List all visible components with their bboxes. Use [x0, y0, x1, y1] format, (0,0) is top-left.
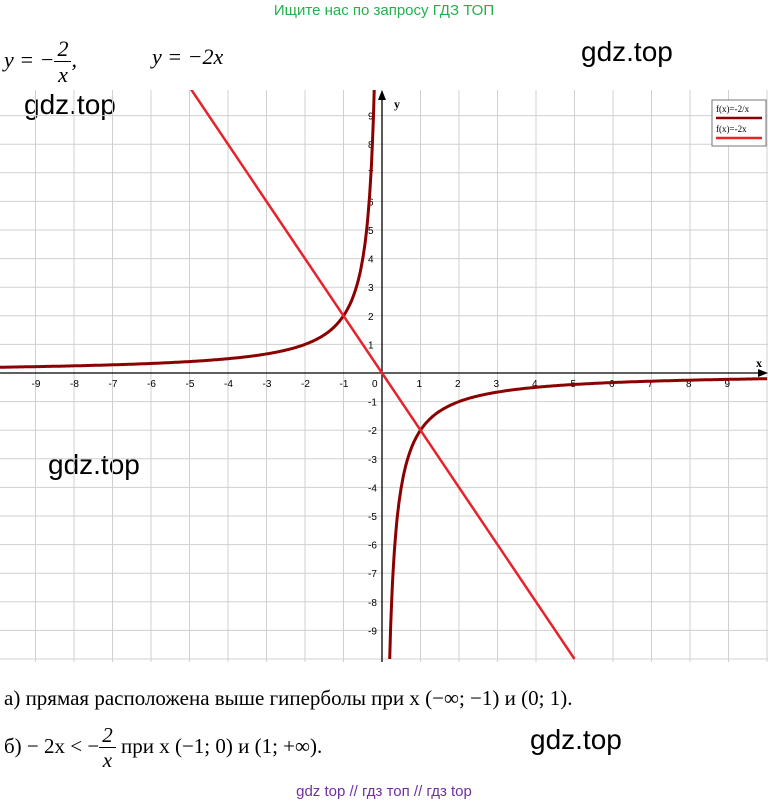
answer-a: а) прямая расположена выше гиперболы при…: [4, 686, 573, 710]
x-tick-label: -2: [301, 379, 310, 390]
y-axis-arrow: [378, 90, 386, 100]
equation-hyperbola-lhs: y = −: [4, 47, 55, 73]
y-axis-label: y: [394, 97, 400, 111]
footer-links[interactable]: gdz top // гдз топ // гдз top: [296, 783, 472, 800]
y-tick-label: 9: [368, 112, 374, 123]
hyperbola-right-branch: [388, 377, 767, 660]
equation-hyperbola-comma: ,: [71, 47, 77, 73]
y-tick-label: 5: [368, 226, 374, 237]
watermark: gdz.top: [581, 36, 673, 67]
x-tick-label: -7: [109, 379, 118, 390]
y-tick-label: 4: [368, 255, 374, 266]
y-tick-label: 2: [368, 312, 374, 323]
y-tick-label: -6: [368, 541, 377, 552]
fraction-numerator: 2: [54, 38, 72, 62]
function-graph: x y 0 -9 -8 -7 -6 -5 -4 -3 -2 -1 1 2 3 4 5 6 7 8 99876543…: [0, 90, 768, 662]
x-tick-label: 8: [686, 379, 692, 390]
curves: [0, 90, 767, 660]
top-banner[interactable]: Ищите нас по запросу ГДЗ ТОП: [273, 2, 495, 19]
tick-labels: -9 -8 -7 -6 -5 -4 -3 -2 -1 1 2 3 4 5 6 7 8 9987654321-1-2…: [32, 112, 731, 638]
watermark: gdz.top: [530, 724, 622, 755]
x-tick-label: 1: [417, 379, 423, 390]
grid-lines: [0, 90, 768, 662]
fraction-numerator: 2: [99, 725, 116, 748]
origin-label: 0: [372, 379, 378, 390]
fraction-denominator: x: [102, 748, 113, 772]
x-tick-label: -3: [263, 379, 272, 390]
y-tick-label: 1: [368, 340, 374, 351]
x-tick-label: -8: [70, 379, 79, 390]
legend-item-hyperbola: f(x)=-2/x: [716, 104, 750, 114]
x-tick-label: -4: [224, 379, 233, 390]
hyperbola-left-branch: [0, 90, 376, 369]
x-axis-arrow: [758, 369, 768, 377]
fraction-denominator: x: [58, 62, 68, 87]
x-tick-label: 3: [494, 379, 500, 390]
y-tick-label: -5: [368, 512, 377, 523]
answer-b-prefix: б) − 2x < −: [4, 733, 100, 758]
x-tick-label: 9: [725, 379, 731, 390]
y-tick-label: -2: [368, 426, 377, 437]
x-tick-label: 6: [609, 379, 615, 390]
y-tick-label: -7: [368, 569, 377, 580]
y-tick-label: -1: [368, 398, 377, 409]
legend-item-line: f(x)=-2x: [716, 124, 747, 134]
equation-hyperbola: y = −2 x,: [4, 38, 77, 86]
x-tick-label: 7: [648, 379, 654, 390]
x-tick-label: 4: [532, 379, 538, 390]
watermark: gdz.top: [24, 89, 116, 120]
answer-b-suffix: при x (−1; 0) и (1; +∞).: [115, 733, 323, 758]
legend: f(x)=-2/x f(x)=-2x: [711, 99, 767, 147]
y-tick-label: -9: [368, 626, 377, 637]
y-tick-label: -4: [368, 483, 377, 494]
equation-line: y = −2x: [152, 44, 224, 69]
answer-b: б) − 2x < −2 x при x (−1; 0) и (1; +∞).: [4, 725, 322, 771]
y-tick-label: -3: [368, 455, 377, 466]
x-tick-label: 2: [455, 379, 461, 390]
y-tick-label: -8: [368, 598, 377, 609]
x-tick-label: -1: [340, 379, 349, 390]
watermark: gdz.top: [48, 449, 140, 480]
x-tick-label: -6: [147, 379, 156, 390]
y-tick-label: 3: [368, 283, 374, 294]
line-y-minus-2x: [190, 90, 576, 660]
x-tick-label: -5: [186, 379, 195, 390]
y-tick-label: 6: [368, 197, 374, 208]
x-tick-label: -9: [32, 379, 41, 390]
x-axis-label: x: [756, 356, 762, 370]
